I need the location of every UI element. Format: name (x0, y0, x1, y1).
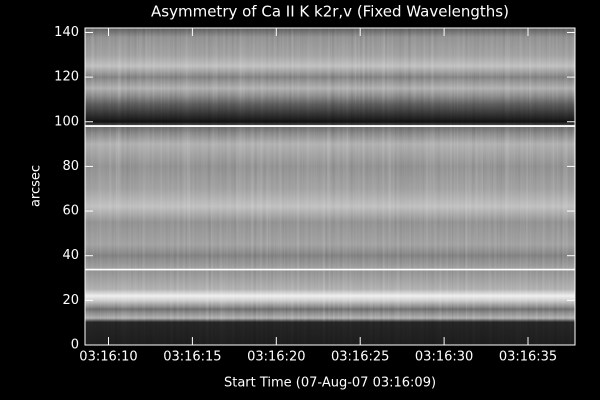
y-tick-label: 40 (62, 248, 79, 263)
y-tick-label: 60 (62, 204, 79, 219)
x-tick-label: 03:16:20 (247, 350, 305, 365)
image-texture (85, 28, 575, 345)
y-tick-label: 0 (71, 338, 79, 353)
x-tick-label: 03:16:25 (331, 350, 389, 365)
x-axis-label: Start Time (07-Aug-07 03:16:09) (224, 376, 436, 391)
x-tick-label: 03:16:30 (415, 350, 473, 365)
y-tick-label: 80 (62, 159, 79, 174)
x-tick-label: 03:16:10 (79, 350, 137, 365)
plot-frame (84, 27, 576, 346)
x-tick-label: 03:16:35 (499, 350, 557, 365)
y-tick-label: 20 (62, 293, 79, 308)
y-tick-label: 120 (54, 70, 79, 85)
chart-title: Asymmetry of Ca II K k2r,v (Fixed Wavele… (151, 3, 509, 21)
y-tick-label: 140 (54, 25, 79, 40)
x-tick-label: 03:16:15 (163, 350, 221, 365)
plot-area (84, 27, 576, 346)
y-tick-label: 100 (54, 114, 79, 129)
y-axis-label: arcsec (29, 165, 44, 207)
